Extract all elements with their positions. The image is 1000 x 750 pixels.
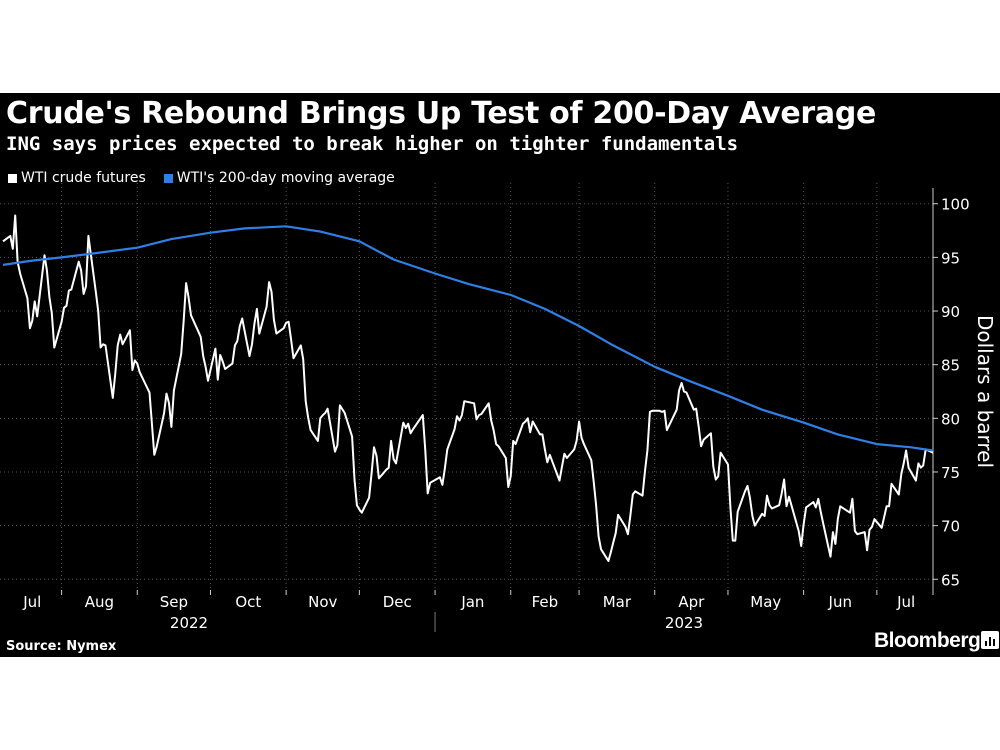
chart-subtitle: ING says prices expected to break higher…: [6, 133, 739, 155]
y-tick-label: 85: [941, 357, 960, 375]
year-label-2023: 2023: [665, 614, 703, 632]
legend-swatch-moving-average: [163, 173, 173, 183]
x-tick-label: Mar: [603, 593, 632, 611]
y-tick-label: 90: [941, 303, 960, 321]
x-tick-label: Aug: [85, 593, 114, 611]
x-tick-label: Oct: [235, 593, 261, 611]
y-axis-title: Dollars a barrel: [973, 315, 997, 468]
chart-panel: Crude's Rebound Brings Up Test of 200-Da…: [0, 93, 1000, 657]
series-line-moving-average: [2, 225, 934, 452]
chart-title: Crude's Rebound Brings Up Test of 200-Da…: [6, 96, 877, 131]
brand-logo-text: Bloomberg: [874, 629, 981, 652]
x-tick-label: Feb: [532, 593, 559, 611]
x-tick-label: Apr: [678, 593, 705, 611]
y-tick-label: 100: [941, 196, 970, 214]
y-tick-label: 65: [941, 571, 960, 589]
source-note: Source: Nymex: [6, 639, 117, 654]
x-tick-label: Nov: [308, 593, 337, 611]
legend-swatch-wti: [8, 173, 17, 183]
legend-label-moving-average: WTI's 200-day moving average: [176, 170, 395, 186]
x-tick-label: Jul: [896, 593, 915, 611]
series-line-wti: [2, 214, 934, 562]
year-label-2022: 2022: [170, 614, 208, 632]
x-tick-label: Jan: [460, 593, 484, 611]
legend-item-moving-average: WTI's 200-day moving average: [163, 170, 395, 186]
legend-item-wti: WTI crude futures: [8, 170, 146, 186]
x-tick-label: Jul: [22, 593, 41, 611]
line-chart: 65 70 75 80 85 90 95 100 Jul Aug Sep Oct Nov Dec Jan Fe…: [0, 183, 997, 632]
x-tick-label: Jun: [828, 593, 852, 611]
y-tick-label: 70: [941, 518, 960, 536]
y-tick-label: 75: [941, 464, 960, 482]
bloomberg-chart-icon: [981, 631, 999, 649]
x-tick-label: Sep: [160, 593, 188, 611]
legend: WTI crude futures WTI's 200-day moving a…: [8, 170, 413, 186]
x-tick-label: May: [750, 593, 781, 611]
y-tick-label: 80: [941, 410, 960, 428]
legend-label-wti: WTI crude futures: [21, 170, 146, 186]
x-tick-label: Dec: [383, 593, 412, 611]
y-tick-label: 95: [941, 249, 960, 267]
